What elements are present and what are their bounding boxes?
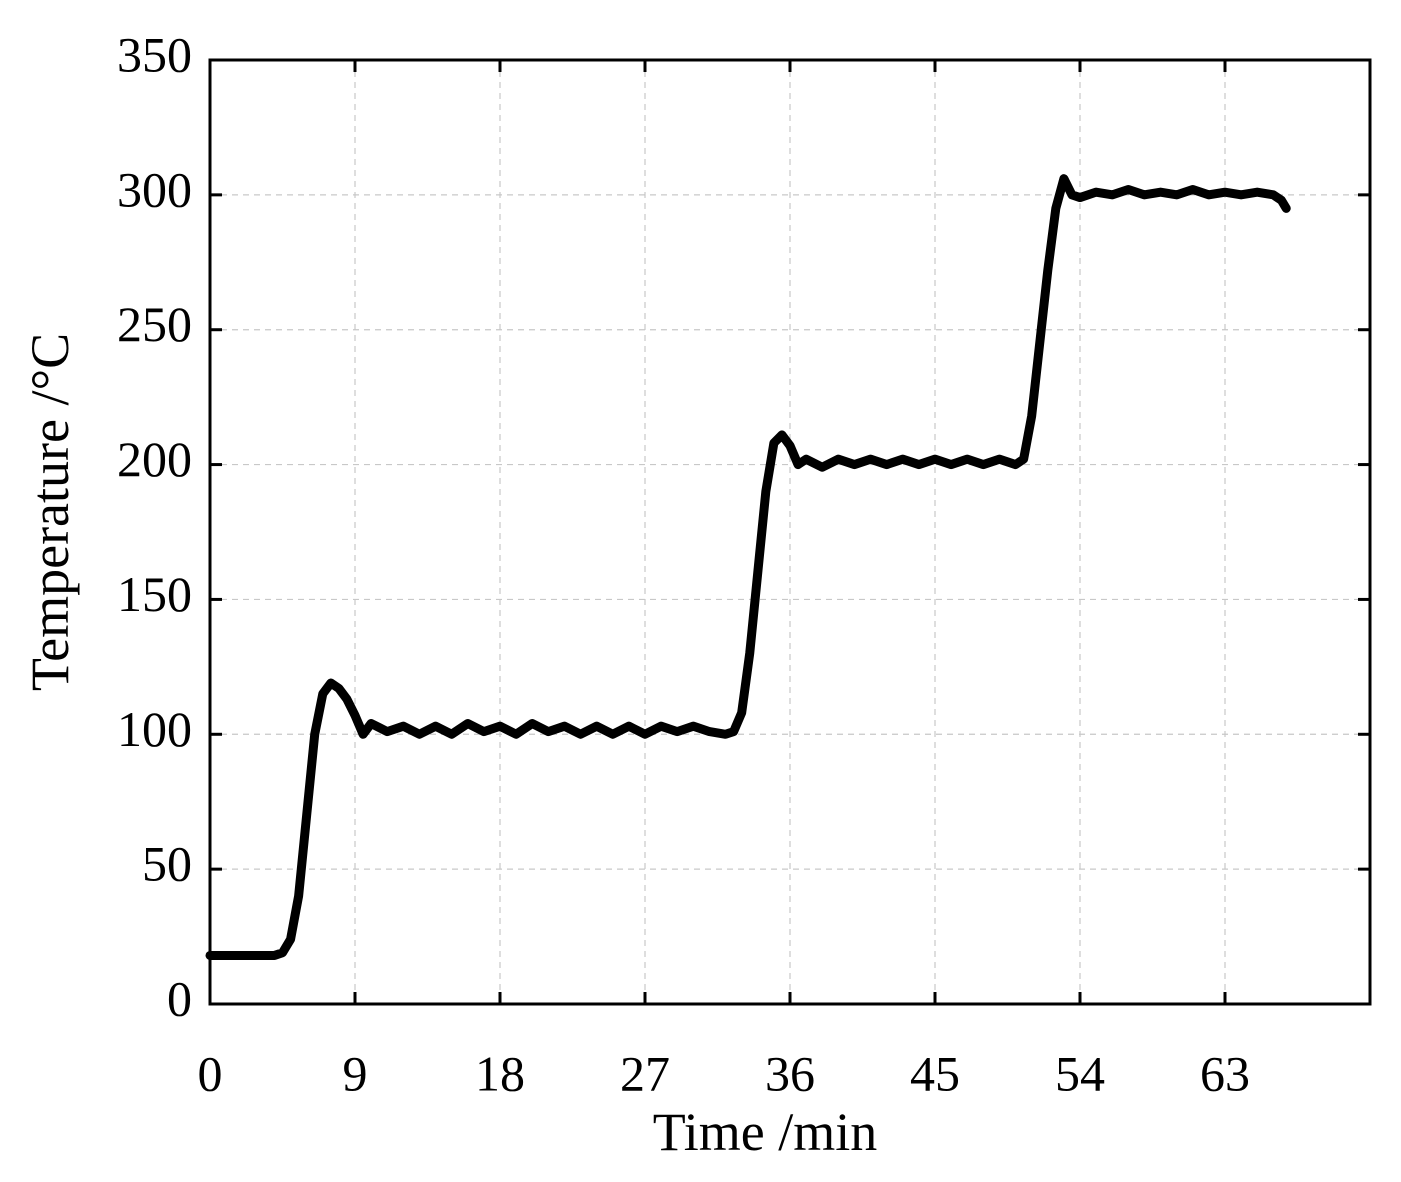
data-line <box>205 174 1291 960</box>
x-axis-label: Time /min <box>653 1102 878 1162</box>
x-tick-label: 54 <box>1055 1045 1105 1101</box>
y-tick-label: 150 <box>117 566 192 622</box>
grid <box>209 59 1370 1005</box>
marks <box>205 174 1291 960</box>
y-tick-label: 0 <box>167 970 192 1026</box>
x-tick-label: 0 <box>198 1045 223 1101</box>
x-tick-label: 9 <box>343 1045 368 1101</box>
y-tick-label: 350 <box>117 26 192 82</box>
y-tick-label: 50 <box>142 836 192 892</box>
y-tick-label: 300 <box>117 161 192 217</box>
y-tick-label: 200 <box>117 431 192 487</box>
x-tick-label: 63 <box>1200 1045 1250 1101</box>
y-tick-label: 250 <box>117 296 192 352</box>
x-tick-label: 45 <box>910 1045 960 1101</box>
x-tick-label: 27 <box>620 1045 670 1101</box>
y-tick-label: 100 <box>117 701 192 757</box>
plot-frame <box>208 58 1372 1006</box>
x-tick-label: 18 <box>475 1045 525 1101</box>
x-tick-label: 36 <box>765 1045 815 1101</box>
y-axis-label: Temperature /°C <box>20 333 80 691</box>
